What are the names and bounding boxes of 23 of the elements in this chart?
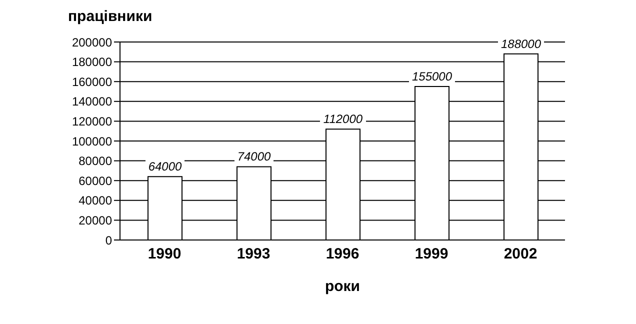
y-tick-label: 20000: [78, 213, 112, 228]
x-axis-title: роки: [324, 278, 362, 295]
y-tick-label: 60000: [78, 174, 112, 188]
x-tick-label: 1993: [236, 246, 270, 263]
data-label: 74000: [237, 150, 272, 164]
y-tick-label: 200000: [72, 35, 112, 50]
y-tick-label: 140000: [72, 94, 112, 109]
data-label: 112000: [323, 112, 363, 126]
y-axis-title: працівники: [68, 8, 152, 25]
y-tick-label: 160000: [72, 74, 112, 89]
y-tick-label: 100000: [72, 134, 112, 148]
x-tick-label: 1996: [326, 246, 360, 263]
x-tick-label: 1999: [414, 246, 448, 263]
data-label: 64000: [148, 160, 182, 174]
data-label: 188000: [500, 36, 542, 51]
y-tick-label: 120000: [72, 114, 112, 128]
y-tick-label: 40000: [78, 194, 112, 208]
x-tick-label: 1990: [148, 246, 182, 263]
y-tick-label: 180000: [72, 55, 112, 70]
x-tick-label: 2002: [504, 246, 538, 263]
data-label: 155000: [412, 70, 452, 84]
y-tick-label: 80000: [78, 154, 112, 168]
y-tick-label: 0: [105, 233, 112, 248]
